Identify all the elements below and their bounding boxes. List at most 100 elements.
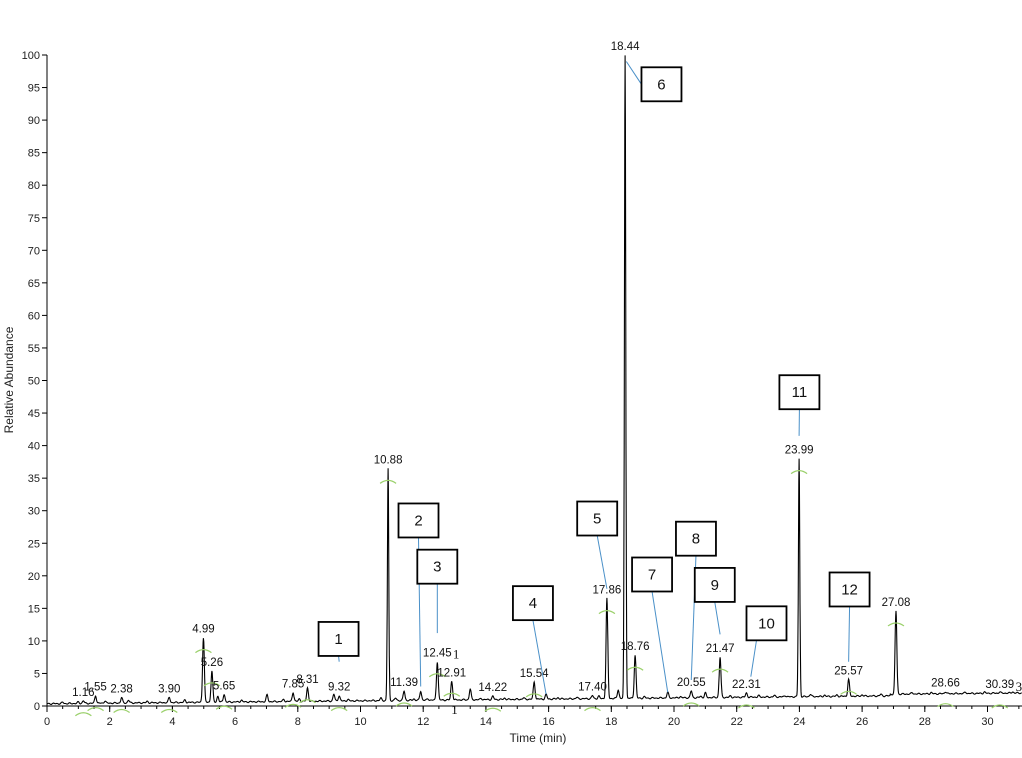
integration-mark [840, 690, 857, 695]
y-tick-label: 35 [28, 473, 40, 485]
peak-label: 21.47 [706, 643, 735, 655]
callout-label: 4 [529, 595, 537, 612]
integration-mark [584, 706, 601, 712]
y-tick-label: 80 [28, 180, 40, 192]
peak-label: 23.99 [785, 445, 814, 457]
callout-leader [596, 535, 608, 589]
integration-mark [711, 668, 729, 673]
x-tick-label: 0 [44, 716, 50, 728]
peak-label: 17.40 [578, 682, 607, 694]
callout-label: 1 [334, 631, 342, 648]
x-ticks: 0 2 4 6 8 10 12 14 16 18 20 22 24 26 28 30 [44, 706, 1020, 728]
integration-mark [428, 673, 446, 678]
x-tick-label: 18 [605, 716, 617, 728]
callout-box [512, 585, 554, 622]
callout-label: 6 [657, 76, 665, 93]
peak-label: 3.90 [158, 684, 180, 696]
callout-box [397, 502, 440, 539]
callout-leader [750, 640, 757, 677]
x-tick-label: 6 [232, 716, 238, 728]
x-axis: 0 2 4 6 8 10 12 14 16 18 20 22 24 26 28 30 [44, 705, 1022, 728]
y-axis-title: Relative Abundance [2, 326, 16, 433]
peak-label: 17.86 [593, 585, 622, 597]
peak-label: 18.76 [621, 641, 650, 653]
callout-leader [651, 591, 669, 693]
y-tick-label: 60 [28, 310, 40, 322]
callout-box [317, 621, 360, 657]
peak-label: 12.91 [437, 667, 466, 679]
callout-leader [532, 620, 547, 695]
integration-mark [525, 693, 543, 698]
integration-mark [75, 712, 92, 717]
callout-label: 7 [648, 566, 656, 583]
callout-box [828, 571, 871, 608]
callout-label: 12 [841, 581, 858, 598]
x-tick-label: 8 [295, 716, 301, 728]
x-tick-label: 16 [542, 716, 554, 728]
peak-label: 25.57 [834, 665, 863, 677]
callout-label: 5 [593, 511, 601, 528]
peak-label: 14.22 [478, 682, 507, 694]
callout-leader [848, 606, 851, 662]
y-ticks: 0 5 10 15 20 25 30 35 40 45 50 55 60 65 70 75 80 85 90 95 10… [22, 50, 47, 713]
peak-label: 22.31 [732, 679, 761, 691]
callout-box [631, 556, 673, 593]
y-tick-label: 90 [28, 115, 40, 127]
y-tick-label: 5 [34, 668, 40, 680]
y-tick-label: 100 [22, 50, 40, 62]
y-tick-label: 0 [34, 701, 40, 713]
x-tick-label: 4 [169, 716, 175, 728]
integration-mark [887, 622, 905, 627]
peak-label: 4.99 [192, 624, 214, 636]
callout-label: 3 [433, 559, 441, 576]
integration-mark [195, 649, 212, 654]
stray-marks: 1 1 3 [451, 646, 1022, 716]
x-tick-label: 28 [919, 716, 931, 728]
y-tick-label: 50 [28, 376, 40, 388]
integration-mark [937, 703, 954, 708]
x-tick-label: 20 [668, 716, 680, 728]
peak-labels: 1.161.55 2.38 3.90 4.99 5.26 5.65 7.858.31 9.32… [72, 41, 1014, 699]
callout-label: 9 [711, 577, 719, 594]
stray-mark: 1 [453, 646, 460, 661]
integration-mark [215, 705, 233, 710]
y-tick-label: 65 [28, 278, 40, 290]
stray-mark: 1 [451, 702, 458, 717]
y-tick-label: 75 [28, 213, 40, 225]
integration-marks [75, 470, 1009, 717]
integration-mark [790, 470, 808, 475]
peak-label: 9.32 [328, 682, 350, 694]
callout-label: 10 [758, 615, 775, 632]
integration-mark [395, 702, 413, 707]
integration-mark [626, 666, 644, 671]
y-tick-label: 30 [28, 506, 40, 518]
integration-mark [299, 699, 316, 704]
integration-mark [991, 704, 1009, 709]
callout-box [778, 374, 821, 411]
y-tick-label: 85 [28, 148, 40, 160]
integration-mark [203, 682, 221, 687]
peak-label: 27.08 [882, 597, 911, 609]
y-tick-label: 70 [28, 245, 40, 257]
callout-leader [338, 655, 340, 662]
peak-label: 2.38 [110, 684, 132, 696]
callout-box [693, 567, 736, 603]
peak-label: 10.88 [374, 454, 403, 466]
x-tick-label: 14 [480, 716, 492, 728]
x-tick-label: 2 [107, 716, 113, 728]
x-tick-label: 10 [354, 716, 366, 728]
peak-label: 1.55 [84, 682, 106, 694]
integration-mark [330, 706, 348, 712]
y-tick-label: 40 [28, 441, 40, 453]
integration-mark [738, 704, 755, 709]
integration-mark [160, 708, 178, 714]
callout-label: 2 [414, 512, 422, 529]
y-tick-label: 10 [28, 636, 40, 648]
peak-label: 7.85 [282, 678, 304, 690]
callout-box [675, 520, 717, 557]
peak-label: 5.26 [201, 657, 223, 669]
integration-mark [682, 702, 700, 707]
peak-label: 8.31 [296, 674, 318, 686]
